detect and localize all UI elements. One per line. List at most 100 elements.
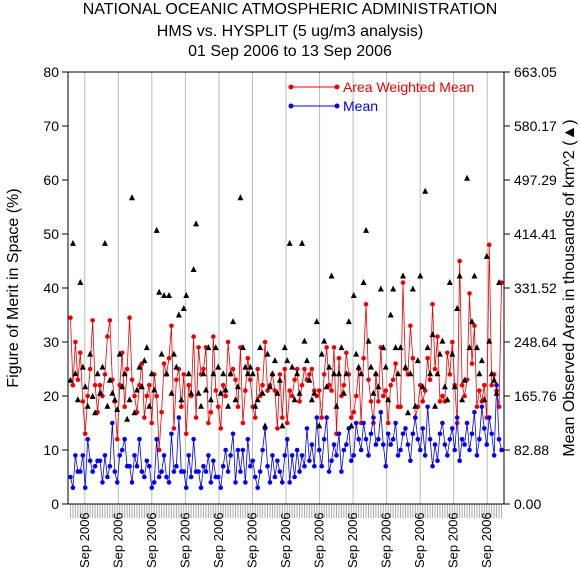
mean-point bbox=[430, 463, 435, 469]
mean-point bbox=[385, 431, 391, 437]
mean-point bbox=[211, 458, 216, 464]
observed-area-triangle bbox=[348, 422, 355, 429]
mean-point bbox=[68, 474, 73, 480]
observed-area-triangle bbox=[87, 350, 94, 357]
area-weighted-mean-point bbox=[383, 388, 389, 393]
legend-marker-area-weighted-mean-right bbox=[334, 84, 340, 90]
mean-point bbox=[282, 453, 288, 458]
mean-point bbox=[223, 447, 228, 453]
mean-point bbox=[100, 480, 105, 485]
y-tick-label: 50 bbox=[43, 226, 59, 242]
mean-point bbox=[462, 442, 467, 447]
area-weighted-mean-point bbox=[208, 409, 214, 415]
area-weighted-mean-point bbox=[445, 350, 450, 356]
y-tick-label: 40 bbox=[43, 280, 59, 296]
observed-area-triangle bbox=[323, 383, 330, 390]
area-weighted-mean-point bbox=[353, 393, 359, 399]
area-weighted-mean-point bbox=[398, 404, 403, 410]
chart-title-line-1: NATIONAL OCEANIC ATMOSPHERIC ADMINISTRAT… bbox=[83, 1, 498, 18]
area-weighted-mean-point bbox=[275, 426, 280, 431]
area-weighted-mean-point bbox=[179, 404, 184, 410]
area-weighted-mean-point bbox=[469, 361, 475, 366]
mean-point bbox=[437, 431, 443, 437]
area-weighted-mean-point bbox=[284, 420, 290, 426]
area-weighted-mean-point bbox=[287, 388, 292, 393]
observed-area-triangle bbox=[89, 392, 96, 399]
area-weighted-mean-point bbox=[321, 372, 327, 377]
mean-point bbox=[270, 453, 275, 458]
vertical-gridlines bbox=[84, 72, 488, 504]
area-weighted-mean-point bbox=[363, 301, 369, 307]
observed-area-triangle bbox=[138, 383, 145, 390]
mean-point bbox=[257, 469, 263, 474]
observed-area-triangle bbox=[215, 363, 222, 370]
area-weighted-mean-point bbox=[440, 393, 445, 399]
observed-area-triangle bbox=[274, 389, 281, 396]
observed-area-triangle bbox=[358, 370, 365, 377]
mean-point bbox=[208, 480, 214, 485]
observed-area-triangle bbox=[395, 370, 402, 377]
area-weighted-mean-point bbox=[376, 399, 381, 404]
area-weighted-mean-point bbox=[462, 393, 467, 399]
area-weighted-mean-point bbox=[90, 318, 95, 323]
observed-area-triangle bbox=[486, 337, 493, 344]
mean-point bbox=[413, 415, 418, 420]
area-weighted-mean-point bbox=[481, 382, 487, 388]
area-weighted-mean-point bbox=[220, 382, 226, 388]
area-weighted-mean-point bbox=[129, 377, 135, 383]
mean-point bbox=[122, 436, 127, 442]
mean-point bbox=[445, 453, 450, 458]
observed-area-triangle bbox=[198, 402, 205, 409]
observed-area-triangle bbox=[129, 194, 136, 201]
observed-area-triangle bbox=[212, 344, 219, 351]
y2-tick-label: 414.41 bbox=[514, 226, 557, 242]
mean-point bbox=[417, 447, 423, 453]
y-tick-label: 70 bbox=[43, 118, 59, 134]
area-weighted-mean-point bbox=[174, 377, 179, 383]
area-weighted-mean-point bbox=[393, 361, 398, 366]
observed-area-triangle bbox=[414, 357, 421, 364]
observed-area-triangle bbox=[331, 370, 338, 377]
mean-point bbox=[105, 474, 110, 480]
mean-point bbox=[442, 442, 448, 447]
y2-tick-label: 82.88 bbox=[514, 442, 549, 458]
mean-point bbox=[415, 436, 421, 442]
mean-point bbox=[97, 458, 103, 464]
observed-area-triangle bbox=[289, 363, 296, 370]
observed-area-triangle bbox=[84, 402, 91, 409]
mean-point bbox=[481, 426, 487, 431]
area-weighted-mean-point bbox=[70, 382, 76, 388]
area-weighted-mean-point bbox=[457, 258, 462, 264]
mean-point bbox=[247, 463, 253, 469]
area-weighted-mean-point bbox=[307, 372, 312, 377]
mean-point bbox=[321, 436, 327, 442]
mean-point bbox=[164, 474, 169, 480]
observed-area-triangle bbox=[200, 370, 207, 377]
y2-axis-label: Mean Observed Area in thousands of km^2 … bbox=[561, 119, 578, 456]
chart-title-line-2: HMS vs. HYSPLIT (5 ug/m3 analysis) bbox=[157, 23, 423, 40]
observed-area-triangle bbox=[168, 389, 175, 396]
mean-point bbox=[405, 442, 411, 447]
mean-point bbox=[334, 453, 339, 458]
mean-point bbox=[243, 480, 248, 485]
mean-point bbox=[80, 453, 86, 458]
x-tick-label: Sep 2006 bbox=[144, 512, 159, 568]
observed-area-triangle bbox=[407, 370, 414, 377]
observed-area-triangle bbox=[444, 396, 451, 403]
mean-point bbox=[218, 485, 224, 491]
area-weighted-mean-point bbox=[331, 345, 337, 350]
observed-area-triangle bbox=[111, 396, 118, 403]
area-weighted-mean-point bbox=[319, 415, 325, 420]
observed-area-triangle bbox=[124, 415, 131, 422]
mean-point bbox=[166, 480, 172, 485]
mean-point bbox=[114, 480, 120, 485]
mean-point bbox=[353, 420, 359, 426]
area-weighted-mean-point bbox=[87, 366, 93, 372]
observed-area-triangle bbox=[244, 370, 251, 377]
area-weighted-mean-point bbox=[196, 345, 201, 350]
area-weighted-mean-point bbox=[316, 388, 322, 393]
mean-point bbox=[102, 453, 108, 458]
observed-area-triangle bbox=[259, 389, 266, 396]
observed-area-triangle bbox=[173, 363, 180, 370]
observed-area-triangle bbox=[254, 396, 261, 403]
